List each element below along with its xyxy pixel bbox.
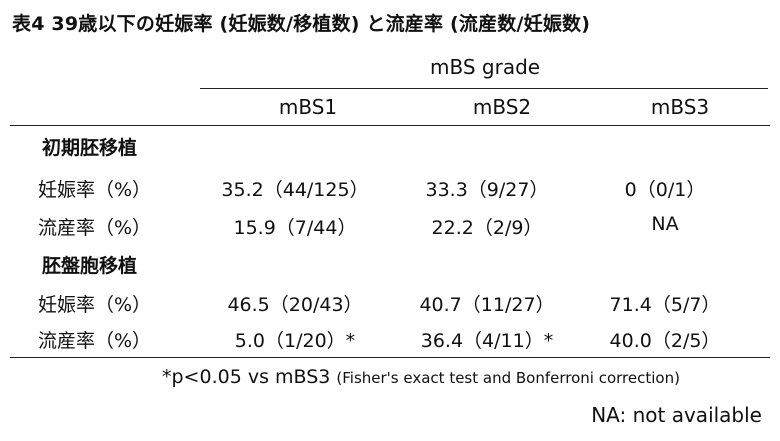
column-header-mbs1: mBS1: [278, 95, 338, 119]
column-group-header: mBS grade: [430, 55, 541, 79]
footnote-detail: (Fisher's exact test and Bonferroni corr…: [336, 369, 680, 387]
table-cell: NA: [651, 213, 679, 235]
na-footnote: NA: not available: [591, 403, 762, 427]
row-label-pregnancy-rate: 妊娠率（%）: [38, 294, 152, 316]
table-cell: 35.2（44/125）: [221, 179, 369, 201]
table-title: 表4 39歳以下の妊娠率 (妊娠数/移植数) と流産率 (流産数/妊娠数): [12, 13, 591, 35]
table-cell: 46.5（20/43）: [227, 294, 363, 316]
row-label-miscarriage-rate: 流産率（%）: [38, 217, 152, 239]
table-cell: 15.9（7/44）: [233, 217, 357, 239]
row-label-miscarriage-rate: 流産率（%）: [38, 330, 152, 352]
significance-footnote: *p<0.05 vs mBS3 (Fisher's exact test and…: [162, 366, 680, 388]
section-label-blastocyst: 胚盤胞移植: [42, 255, 138, 277]
table-cell: 36.4（4/11）*: [420, 330, 554, 352]
header-divider: [10, 125, 770, 126]
table-cell: 22.2（2/9）: [431, 217, 543, 239]
row-label-pregnancy-rate: 妊娠率（%）: [38, 179, 152, 201]
table-cell: 0（0/1）: [624, 179, 706, 201]
table-bottom-border: [10, 357, 770, 358]
table-cell: 40.0（2/5）: [609, 330, 721, 352]
footnote-main: *p<0.05 vs mBS3: [162, 366, 337, 388]
table-cell: 5.0（1/20）*: [234, 330, 356, 352]
section-label-early-embryo: 初期胚移植: [42, 137, 138, 159]
group-underline: [200, 88, 768, 89]
table-cell: 33.3（9/27）: [425, 179, 549, 201]
table-cell: 40.7（11/27）: [419, 294, 555, 316]
table-cell: 71.4（5/7）: [609, 294, 721, 316]
column-header-mbs2: mBS2: [472, 95, 532, 119]
column-header-mbs3: mBS3: [650, 95, 710, 119]
